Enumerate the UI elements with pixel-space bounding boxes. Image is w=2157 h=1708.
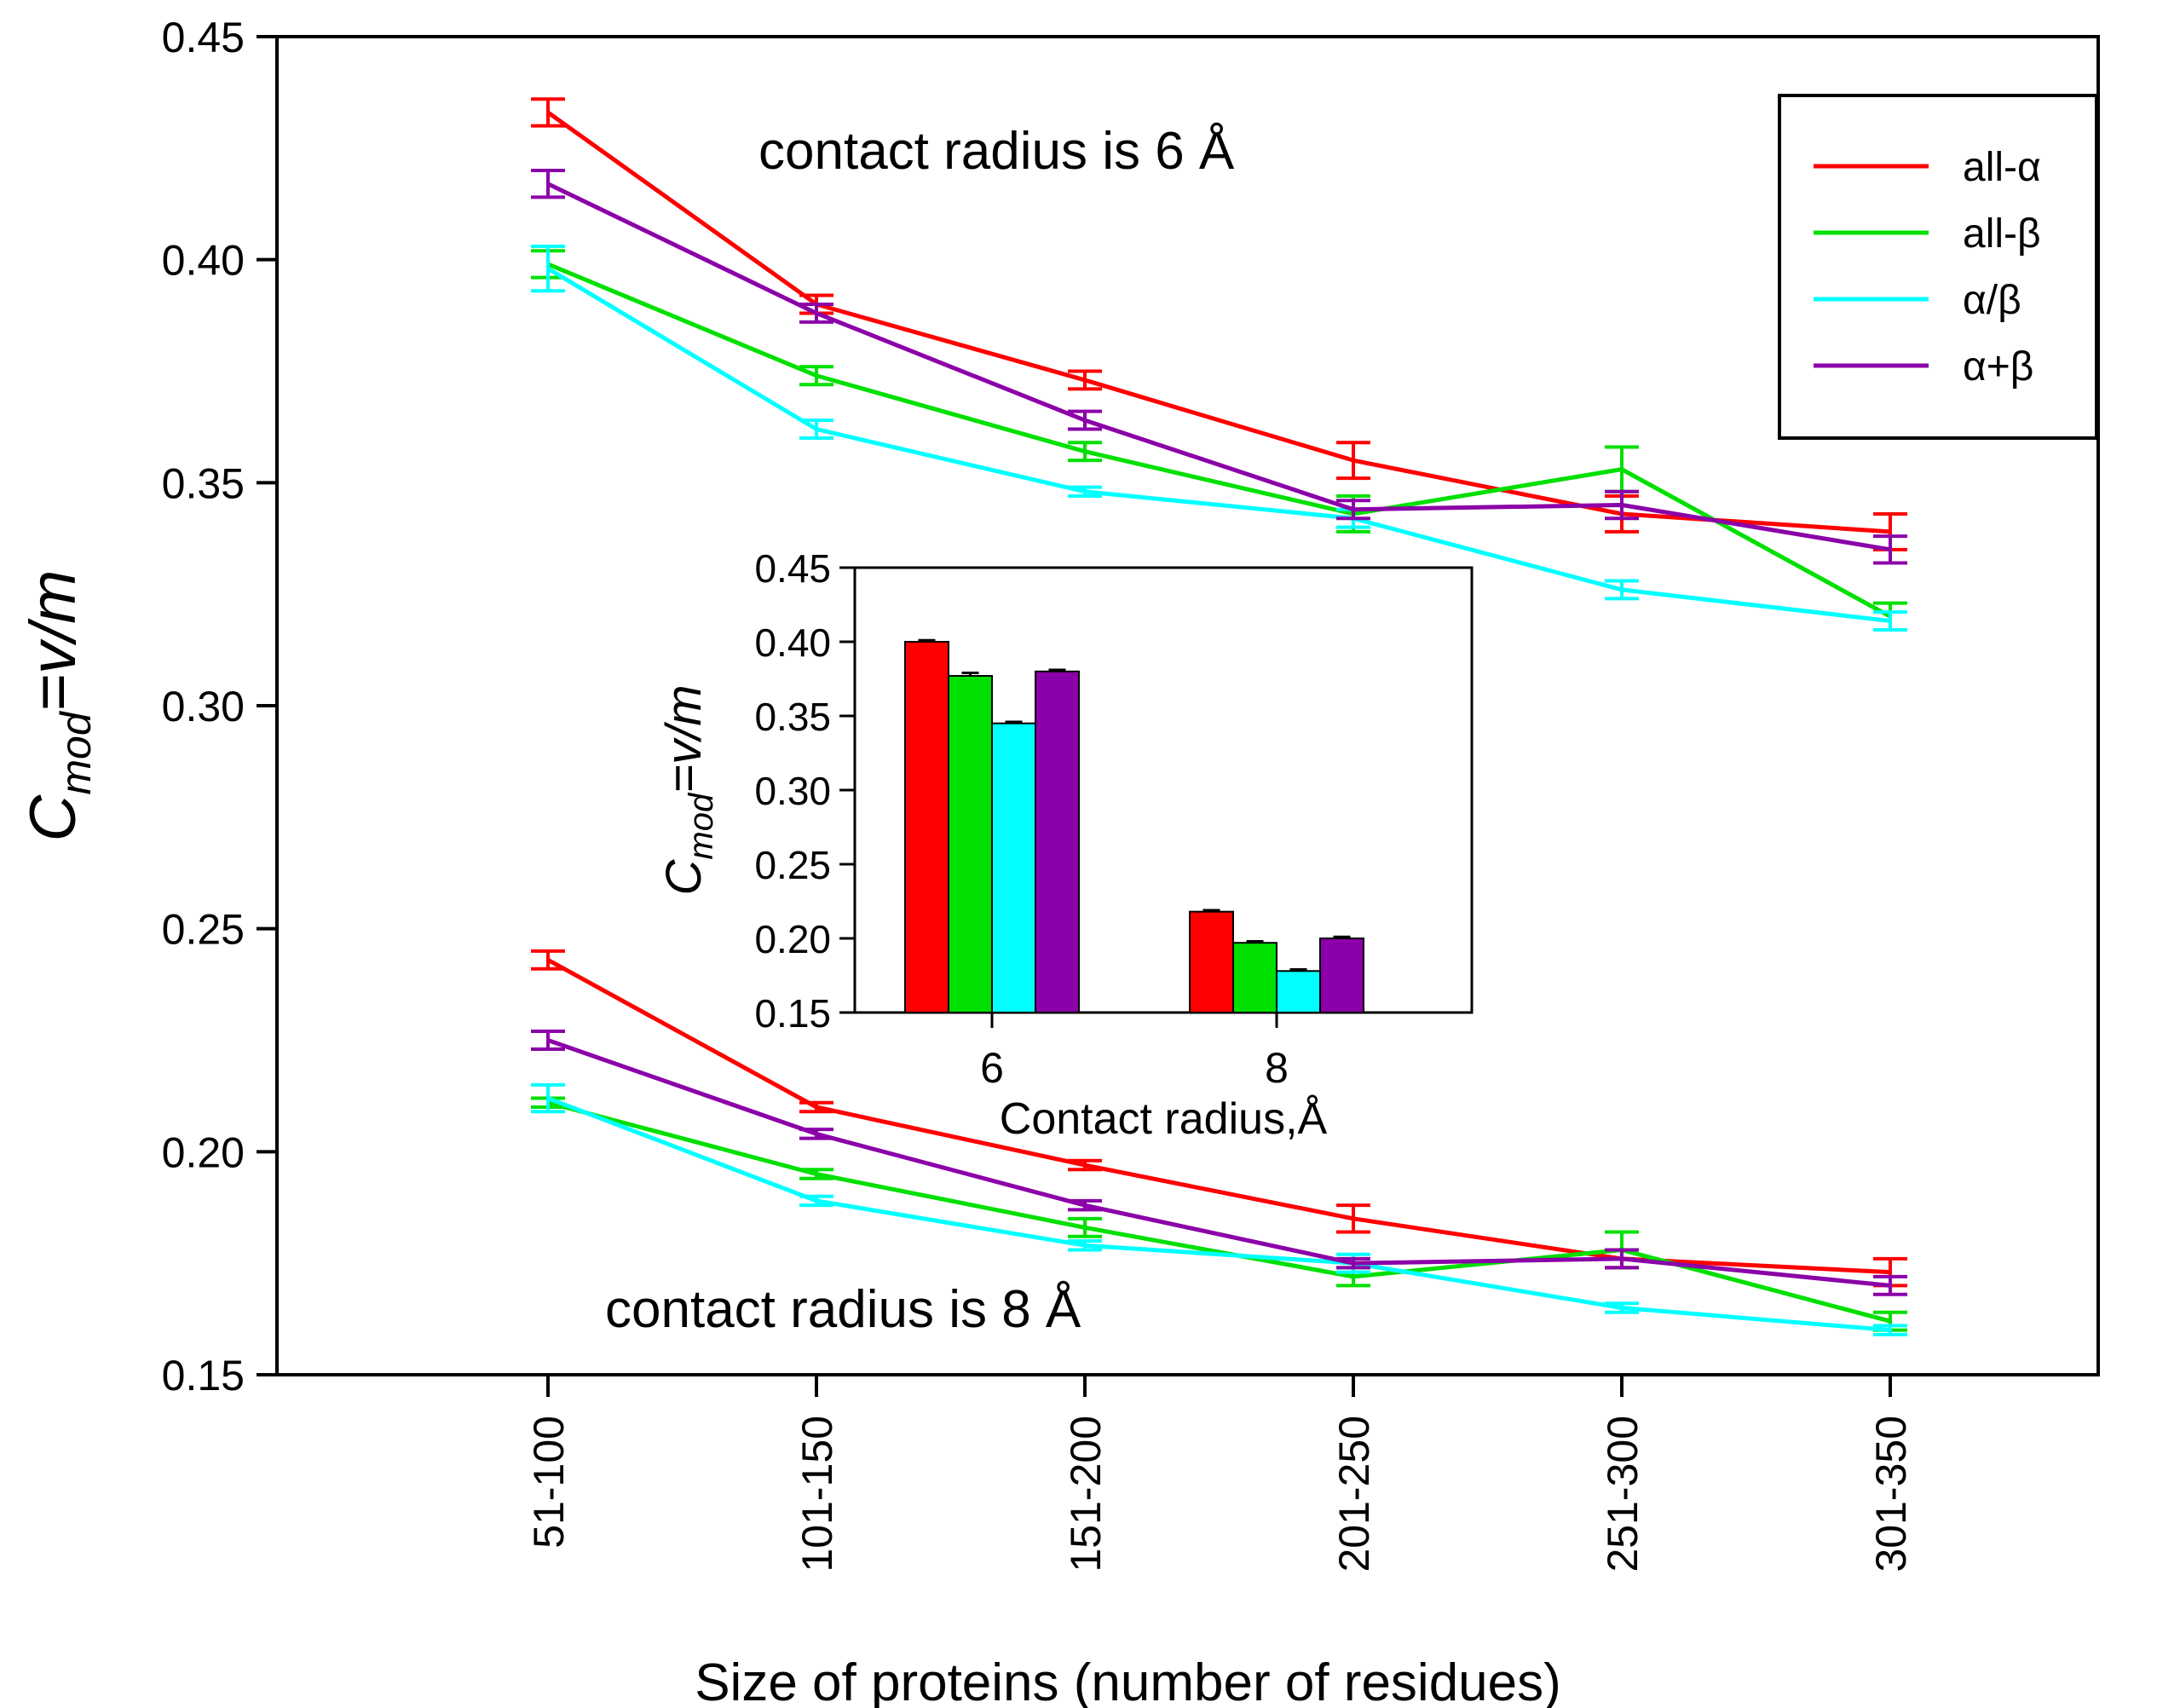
inset-bar [904,641,949,1013]
main-y-axis-label-rest: =v/m [17,570,89,713]
inset-bar [1035,670,1080,1013]
inset-bar [1319,938,1364,1013]
annotation-6A: contact radius is 6 Å [758,122,1235,181]
main-y-tick-label: 0.15 [162,1352,245,1399]
main-y-tick-label: 0.45 [162,14,245,61]
inset-bar [991,722,1036,1013]
main-series-7 [531,1030,1907,1296]
main-y-tick-label: 0.40 [162,237,245,285]
inset-bar [948,675,993,1014]
inset-y-tick-label: 0.20 [754,917,831,961]
inset-x-axis-label: Contact radius,Å [1000,1094,1328,1144]
inset-y-tick-label: 0.45 [754,546,831,591]
main-x-tick-label: 301-350 [1867,1416,1915,1572]
inset-y-axis-label-sub: mod [683,792,720,860]
inset-y-axis-label-base: C [656,859,712,896]
main-x-axis-label: Size of proteins (number of residues) [695,1653,1561,1708]
main-x-tick-label: 201-250 [1330,1416,1378,1572]
main-y-tick-label: 0.30 [162,683,245,730]
inset-bar [1232,942,1277,1013]
main-y-axis-label-sub: mod [52,710,100,794]
inset-y-tick-label: 0.15 [754,991,831,1036]
main-y-tick-label: 0.35 [162,459,245,507]
main-x-tick-label: 151-200 [1062,1416,1110,1572]
main-series-line [547,1038,1891,1288]
main-y-axis-label-base: C [17,793,89,841]
main-y-tick-label: 0.25 [162,906,245,954]
legend-label: α+β [1963,344,2033,389]
main-x-tick-label: 251-300 [1599,1416,1647,1572]
main-series-line [546,266,1891,624]
inset-y-tick-label: 0.30 [754,769,831,813]
main-x-tick-label: 51-100 [525,1416,573,1549]
main-series-line [546,182,1891,552]
inset-y-tick-label: 0.25 [754,843,831,887]
main-series-line [546,110,1891,534]
inset-y-tick-label: 0.35 [754,695,831,739]
main-y-axis-label: Cmod=v/m [17,570,100,842]
inset-y-tick-label: 0.40 [754,620,831,665]
main-series-line [547,262,1892,619]
main-series-3 [531,169,1907,565]
main-series-1 [531,249,1907,632]
legend-box [1778,94,2098,440]
main-x-tick-label: 101-150 [793,1416,841,1572]
annotation-8A: contact radius is 8 Å [605,1280,1081,1339]
inset-x-tick-label: 6 [980,1044,1004,1092]
inset-bar [1276,970,1321,1014]
inset-y-axis-label: Cmod=v/m [656,684,720,895]
inset-y-axis-label-rest: =v/m [656,684,712,793]
main-y-tick-label: 0.20 [162,1128,245,1176]
legend-label: all-α [1963,145,2041,190]
main-series-line [547,1096,1891,1333]
inset-x-tick-label: 8 [1265,1044,1289,1092]
legend-label: all-β [1963,211,2041,257]
legend-label: α/β [1963,278,2021,323]
inset-bar [1189,910,1234,1014]
